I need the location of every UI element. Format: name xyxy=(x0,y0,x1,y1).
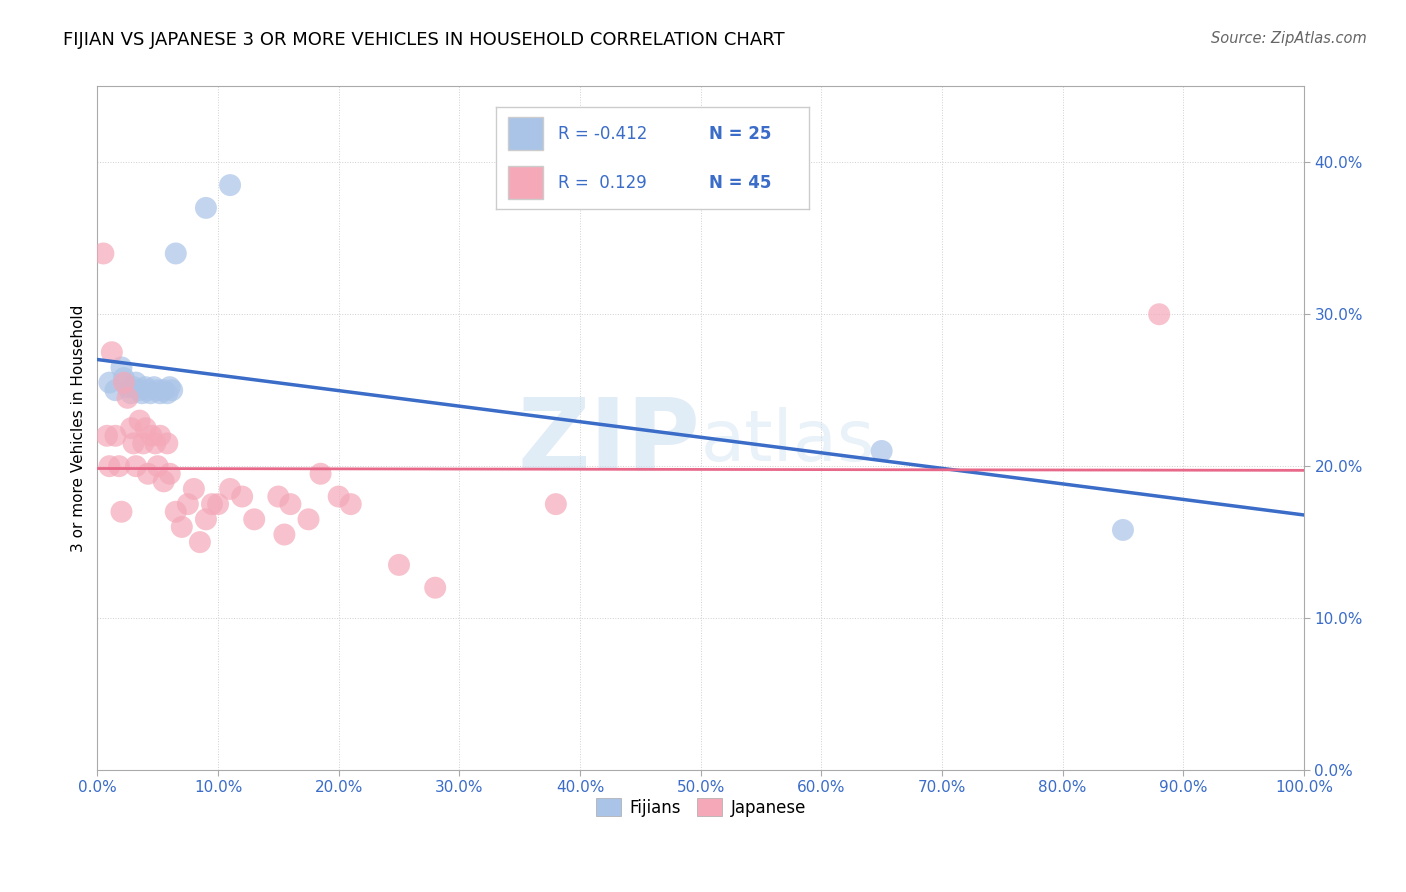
Point xyxy=(93,246,115,260)
Text: Source: ZipAtlas.com: Source: ZipAtlas.com xyxy=(1211,31,1367,46)
Point xyxy=(1147,307,1170,321)
Point xyxy=(194,201,217,215)
Point xyxy=(194,512,217,526)
Point xyxy=(136,467,159,481)
Point xyxy=(207,497,229,511)
Point xyxy=(152,475,174,489)
Point xyxy=(183,482,205,496)
Point xyxy=(139,386,162,401)
Point xyxy=(125,376,148,390)
Text: ZIP: ZIP xyxy=(517,393,700,491)
Point xyxy=(110,360,132,375)
Point xyxy=(243,512,266,526)
Point xyxy=(132,436,155,450)
Text: FIJIAN VS JAPANESE 3 OR MORE VEHICLES IN HOUSEHOLD CORRELATION CHART: FIJIAN VS JAPANESE 3 OR MORE VEHICLES IN… xyxy=(63,31,785,49)
Point xyxy=(339,497,361,511)
Point xyxy=(122,436,145,450)
Point xyxy=(141,429,163,443)
Point xyxy=(125,459,148,474)
Point xyxy=(201,497,224,511)
Point xyxy=(273,527,295,541)
Point xyxy=(96,429,118,443)
Point xyxy=(101,345,124,359)
Point xyxy=(98,459,121,474)
Point xyxy=(188,535,211,549)
Point xyxy=(146,383,169,397)
Point xyxy=(110,505,132,519)
Point xyxy=(328,490,350,504)
Point xyxy=(152,383,174,397)
Point xyxy=(143,380,166,394)
Legend: Fijians, Japanese: Fijians, Japanese xyxy=(589,791,813,823)
Y-axis label: 3 or more Vehicles in Household: 3 or more Vehicles in Household xyxy=(72,304,86,552)
Point xyxy=(128,414,150,428)
Point xyxy=(98,376,121,390)
Point xyxy=(104,429,127,443)
Point xyxy=(135,421,157,435)
Point xyxy=(149,429,172,443)
Point xyxy=(120,386,142,401)
Point xyxy=(112,376,135,390)
Point xyxy=(170,520,193,534)
Point xyxy=(117,391,139,405)
Point xyxy=(104,383,127,397)
Point xyxy=(544,497,567,511)
Point xyxy=(128,383,150,397)
Point xyxy=(297,512,319,526)
Point xyxy=(117,380,139,394)
Point xyxy=(267,490,290,504)
Point xyxy=(425,581,447,595)
Text: atlas: atlas xyxy=(700,408,875,476)
Point xyxy=(160,383,183,397)
Point xyxy=(156,436,179,450)
Point xyxy=(165,246,187,260)
Point xyxy=(149,386,172,401)
Point xyxy=(136,383,159,397)
Point xyxy=(219,482,242,496)
Point xyxy=(122,380,145,394)
Point xyxy=(231,490,253,504)
Point xyxy=(146,459,169,474)
Point xyxy=(135,380,157,394)
Point xyxy=(165,505,187,519)
Point xyxy=(120,421,142,435)
Point xyxy=(159,380,181,394)
Point xyxy=(159,467,181,481)
Point xyxy=(1112,523,1135,537)
Point xyxy=(112,371,135,385)
Point xyxy=(309,467,332,481)
Point xyxy=(131,386,153,401)
Point xyxy=(143,436,166,450)
Point xyxy=(108,459,131,474)
Point xyxy=(870,444,893,458)
Point xyxy=(280,497,302,511)
Point xyxy=(219,178,242,193)
Point xyxy=(177,497,200,511)
Point xyxy=(388,558,411,572)
Point xyxy=(156,386,179,401)
